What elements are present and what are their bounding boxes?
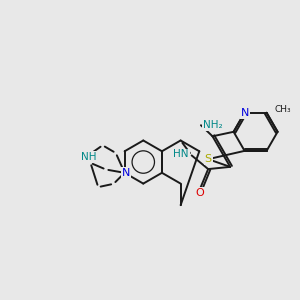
- Text: NH₂: NH₂: [203, 120, 223, 130]
- Text: O: O: [195, 188, 204, 198]
- Text: CH₃: CH₃: [274, 105, 291, 114]
- Text: HN: HN: [173, 149, 189, 159]
- Text: N: N: [240, 108, 249, 118]
- Text: NH: NH: [81, 152, 96, 162]
- Text: N: N: [122, 168, 130, 178]
- Text: S: S: [205, 154, 212, 164]
